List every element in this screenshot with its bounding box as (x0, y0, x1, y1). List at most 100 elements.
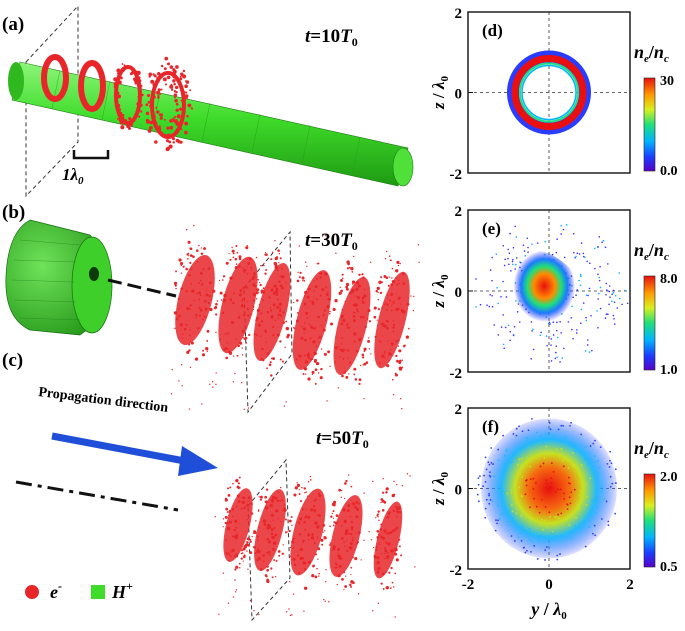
electron-particle (215, 302, 218, 306)
density-particle (573, 444, 576, 447)
electron-particle (368, 348, 371, 350)
density-particle (598, 279, 601, 282)
electron-particle (256, 539, 259, 542)
electron-particle (117, 94, 121, 99)
electron-particle (226, 511, 229, 513)
electron-particle (349, 542, 352, 544)
electron-particle (397, 279, 400, 281)
electron-particle (230, 300, 233, 302)
density-particle (552, 334, 555, 336)
electron-particle (271, 547, 276, 551)
electron-particle (175, 287, 177, 290)
electron-particle (313, 360, 317, 363)
density-particle (597, 246, 599, 248)
electron-particle (380, 501, 382, 504)
electron-particle (136, 74, 139, 78)
electron-particle (386, 555, 390, 559)
electron-particle (396, 283, 399, 286)
density-particle (580, 308, 583, 311)
electron-particle (266, 523, 271, 528)
electron-particle (158, 127, 161, 130)
electron-particle (303, 610, 305, 612)
density-particle (521, 476, 524, 478)
density-particle (491, 295, 493, 297)
density-particle (607, 313, 609, 316)
density-particle (497, 519, 499, 522)
density-particle (560, 224, 562, 227)
y-axis-label: z / λ0 (429, 274, 451, 308)
electron-particle (352, 283, 354, 285)
electron-particle (341, 277, 344, 279)
electron-particle (394, 547, 398, 552)
electron-particle (350, 573, 352, 576)
electron-particle (343, 570, 345, 573)
density-particle (510, 492, 513, 494)
electron-particle (307, 480, 310, 483)
density-label: ne/nc (634, 42, 669, 65)
electron-particle (157, 94, 160, 98)
density-particle (510, 504, 513, 506)
density-particle (509, 339, 511, 342)
electron-particle (356, 507, 360, 511)
electron-particle (244, 336, 248, 340)
density-particle (518, 321, 521, 323)
electron-particle (391, 304, 393, 306)
electron-particle (301, 486, 303, 489)
electron-particle (327, 350, 331, 354)
density-particle (546, 440, 548, 443)
electron-particle (269, 361, 272, 364)
electron-particle (286, 335, 289, 339)
density-particle (580, 242, 583, 244)
electron-particle (152, 95, 156, 99)
electron-particle (352, 315, 356, 318)
density-particle (512, 246, 515, 249)
density-particle (500, 326, 503, 328)
electron-particle (229, 551, 232, 553)
density-particle (491, 279, 493, 282)
electron-particle (179, 323, 183, 327)
electron-particle (312, 340, 316, 344)
density-particle (550, 532, 553, 534)
electron-particle (200, 247, 202, 249)
electron-particle (246, 300, 248, 303)
electron-particle (352, 311, 355, 314)
electron-particle (395, 269, 399, 273)
electron-particle (302, 372, 305, 375)
electron-particle (276, 298, 279, 301)
electron-particle (190, 341, 194, 345)
electron-particle (266, 568, 270, 572)
electron-particle (204, 299, 207, 303)
electron-particle (173, 281, 178, 286)
density-particle (590, 314, 592, 317)
electron-particle (198, 306, 201, 309)
electron-particle (296, 482, 298, 484)
electron-particle (377, 298, 380, 301)
density-particle (500, 295, 502, 298)
electron-particle (383, 352, 386, 354)
electron-particle (279, 340, 282, 343)
electron-particle (270, 532, 274, 536)
electron-particle (205, 289, 208, 291)
electron-particle (199, 294, 202, 297)
panel-c: (c) Propagation direction t=50T0 (2, 350, 416, 622)
density-particle (585, 503, 588, 506)
electron-particle (138, 84, 141, 87)
density-particle (573, 488, 576, 491)
electron-particle (175, 90, 178, 94)
electron-particle (278, 302, 282, 306)
x-axis-label: y / λ0 (529, 599, 567, 622)
electron-particle (385, 319, 388, 323)
density-particle (517, 472, 520, 475)
electron-particle (303, 487, 306, 490)
electron-particle (321, 543, 324, 546)
electron-particle (378, 362, 381, 364)
electron-particle (185, 323, 188, 326)
density-particle (580, 528, 583, 531)
electron-particle (275, 559, 278, 562)
electron-particle (157, 96, 160, 99)
electron-particle (393, 493, 396, 496)
electron-particle (249, 540, 252, 543)
electron-particle (383, 324, 387, 328)
electron-particle (398, 545, 401, 548)
electron-particle (125, 67, 128, 70)
